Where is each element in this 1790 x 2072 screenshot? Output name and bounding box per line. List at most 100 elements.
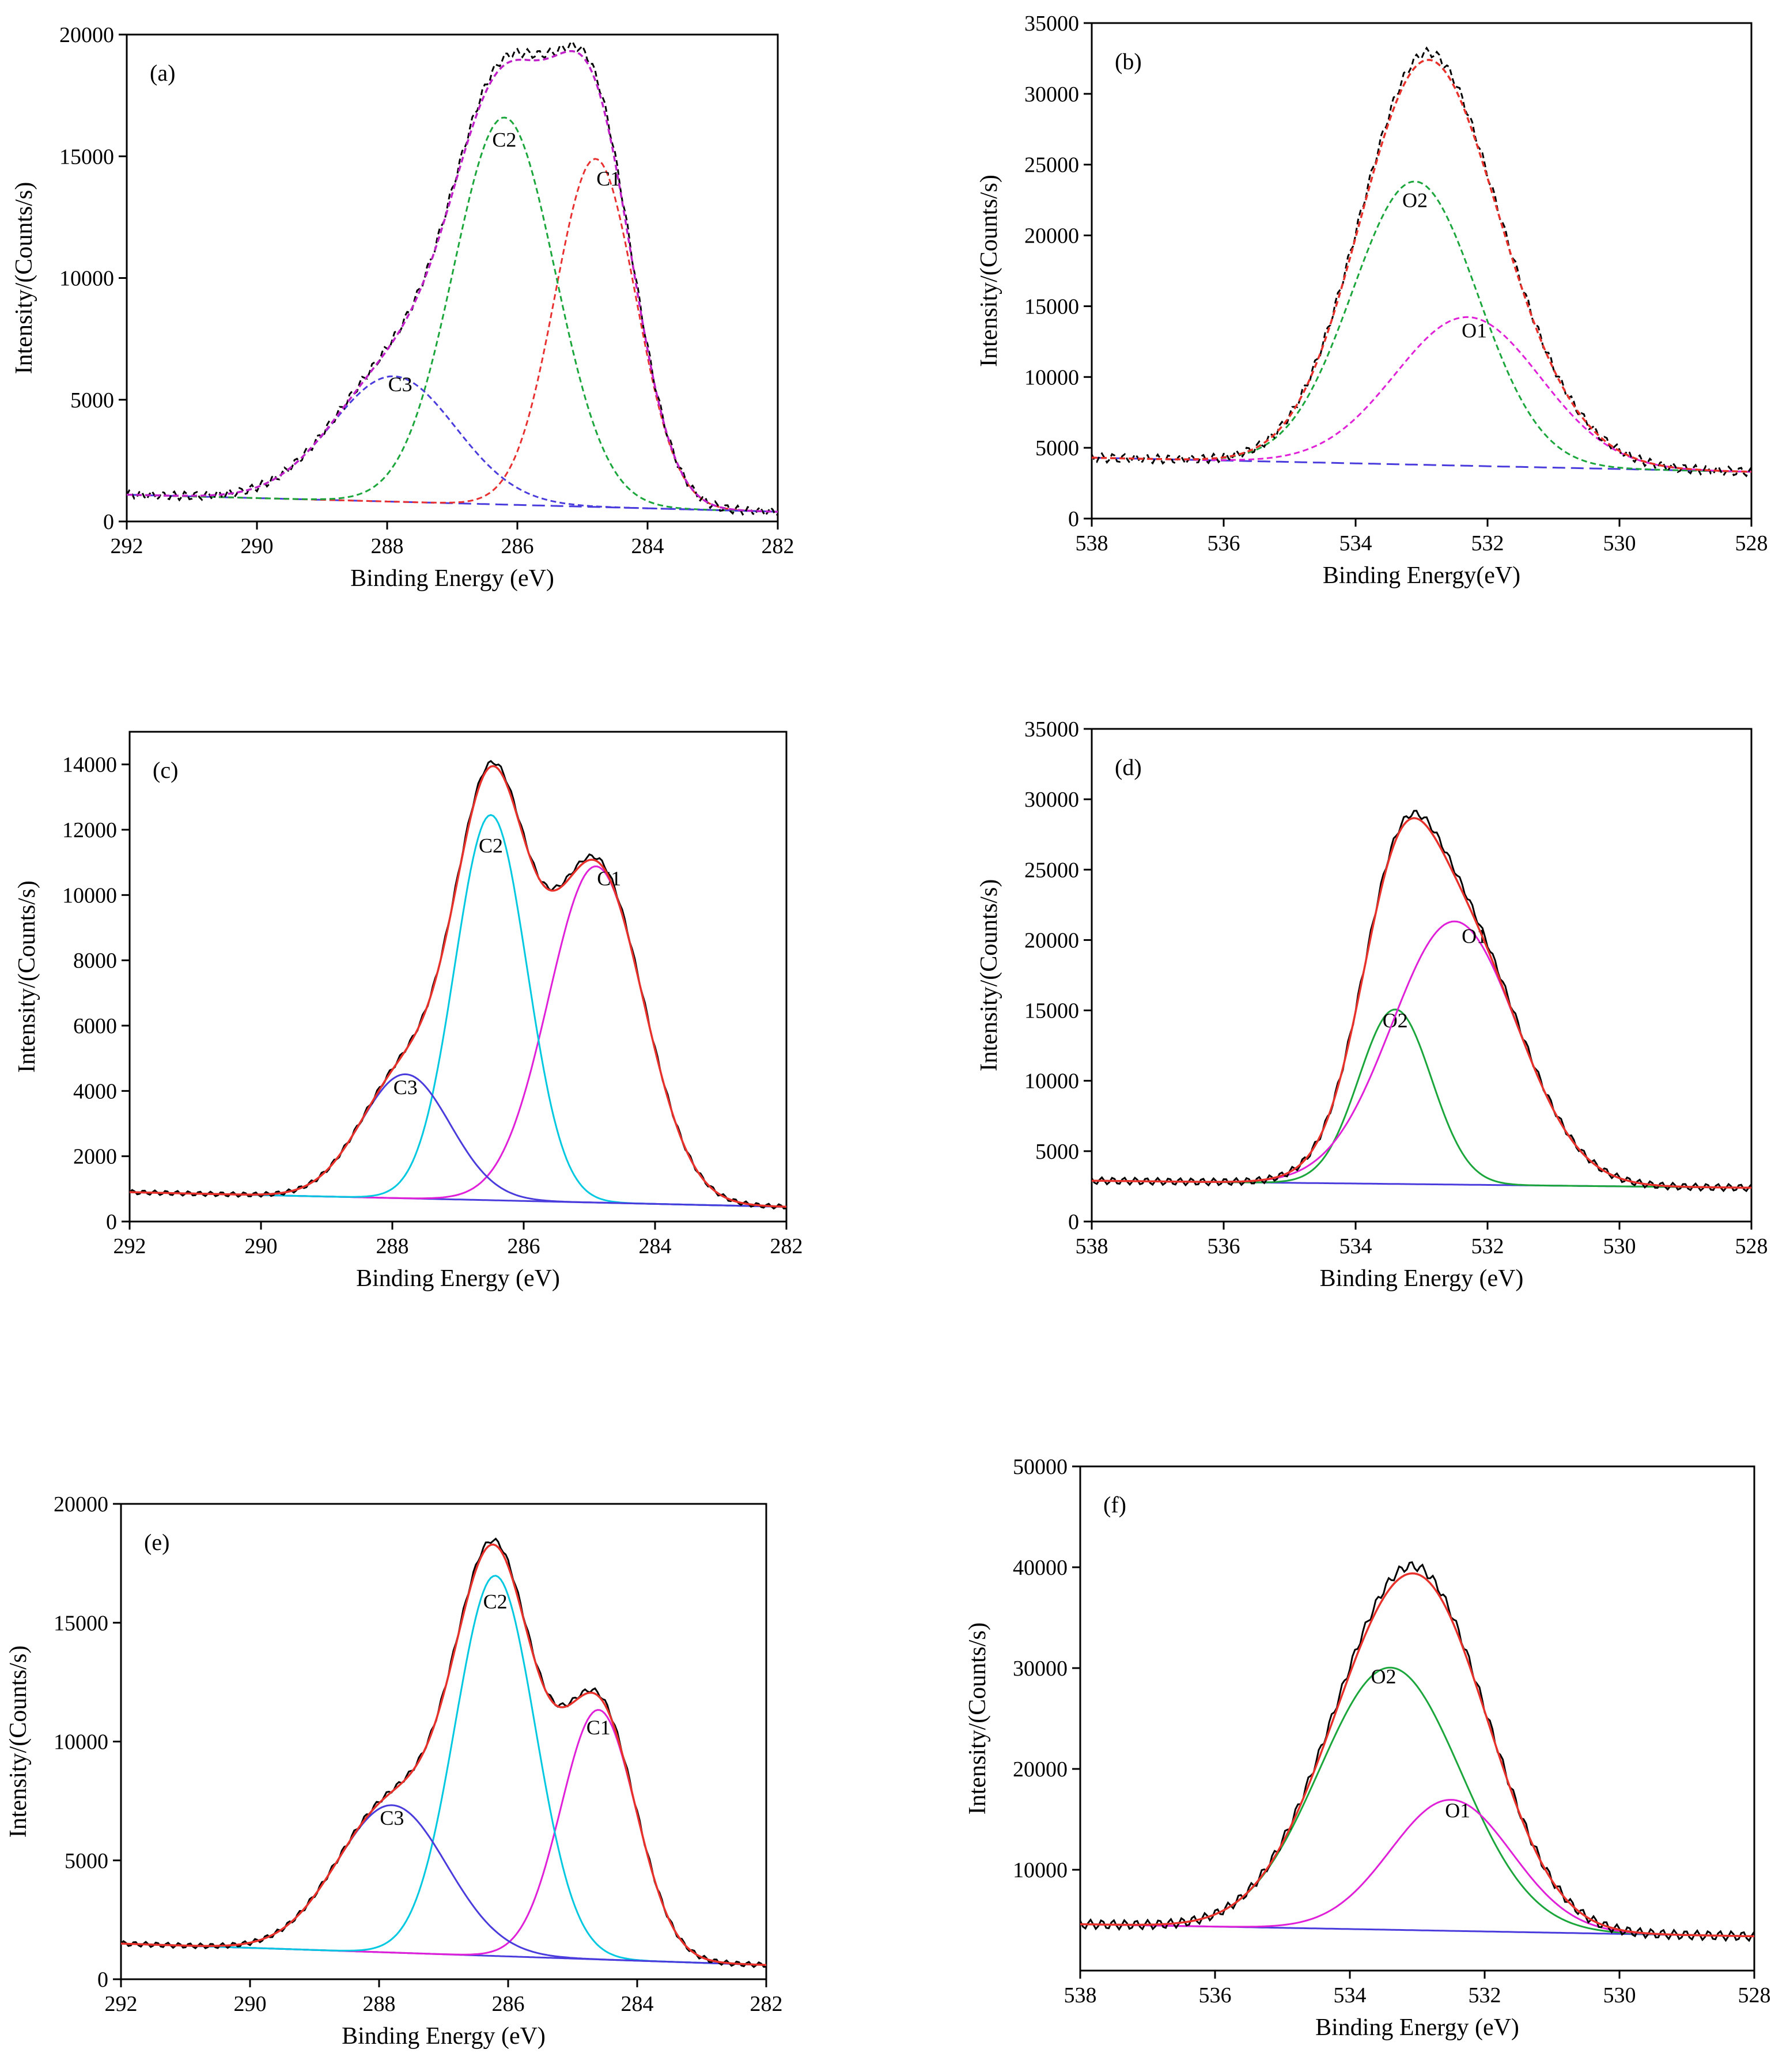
chart-panel-c: 292 290 288 286 284 282 0 2000 4000 6000 8000 10000… [14,731,803,1292]
x-tick-label: 284 [621,1992,654,2016]
fit-envelope-line [1092,817,1752,1189]
fit-envelope-line [120,1543,767,1966]
y-tick-label: 20000 [59,23,114,47]
x-tick-label: 530 [1603,1983,1636,2007]
y-tick-label: 25000 [1024,153,1079,177]
y-tick-label: 15000 [1024,294,1079,319]
x-tick-label: 288 [371,534,404,558]
plot-frame [120,1503,767,1980]
y-tick-label: 0 [1068,1210,1079,1234]
peak-label-o1: O1 [1462,319,1487,342]
x-axis-title: Binding Energy (eV) [1315,2014,1519,2041]
y-tick-label: 0 [106,1210,117,1234]
y-tick-label: 0 [97,1968,108,1992]
y-axis-title: Intensity/(Counts/s) [14,880,40,1073]
plot-frame [128,731,788,1223]
y-tick-label: 15000 [59,145,114,169]
chart-panel-e: 292 290 288 286 284 282 0 5000 10000 15000 20000 Bi… [5,1492,783,2050]
x-tick-label: 288 [376,1234,409,1258]
x-tick-label: 536 [1199,1983,1232,2007]
x-tick-label: 282 [762,534,794,558]
y-tick-label: 20000 [1013,1757,1068,1782]
raw-spectrum-line [1091,46,1753,478]
fit-envelope-line [1091,59,1752,473]
panel-label: (e) [144,1529,169,1555]
y-axis-title: Intensity/(Counts/s) [11,182,37,375]
y-tick-label: 20000 [1024,928,1079,952]
peak-o2-line [1091,180,1752,473]
y-tick-label: 2000 [73,1145,117,1169]
peak-o2-line [1080,1666,1755,1937]
x-tick-label: 290 [245,1234,278,1258]
peak-label-o2: O2 [1402,188,1428,211]
fit-envelope-line [126,50,778,513]
peak-o1-line [1091,316,1752,473]
y-tick-label: 20000 [1024,224,1079,248]
x-tick-label: 290 [234,1992,267,2016]
peak-o1-line [1080,1799,1755,1937]
plot-frame [126,33,779,523]
x-tick-label: 286 [501,534,534,558]
raw-spectrum-line [1079,1561,1755,1942]
y-axis-title: Intensity/(Counts/s) [964,1623,991,1815]
peak-label-c1: C1 [586,1716,611,1739]
x-tick-label: 528 [1735,1234,1768,1258]
peak-o1-line [1092,920,1752,1189]
y-axis-title: Intensity/(Counts/s) [976,175,1002,367]
peak-label-c3: C3 [393,1076,418,1099]
peak-label-c3: C3 [388,373,413,396]
x-tick-label: 286 [508,1234,540,1258]
x-axis-title: Binding Energy (eV) [350,565,554,592]
y-tick-label: 50000 [1013,1455,1068,1479]
peak-label-c2: C2 [479,834,503,857]
panel-label: (d) [1115,754,1142,780]
peak-c2-line [120,1575,767,1966]
peak-c2-line [126,116,778,513]
y-tick-label: 30000 [1024,788,1079,812]
y-tick-label: 25000 [1024,858,1079,882]
x-axis-title: Binding Energy(eV) [1323,562,1520,589]
y-tick-label: 5000 [70,388,114,413]
peak-c1-line [120,1709,767,1966]
x-tick-label: 528 [1738,1983,1771,2007]
x-tick-label: 290 [241,534,274,558]
panel-label: (b) [1115,48,1142,74]
x-tick-label: 532 [1471,1234,1504,1258]
peak-c3-line [120,1804,767,1966]
x-tick-label: 292 [105,1992,138,2016]
y-tick-label: 20000 [54,1492,108,1517]
chart-panel-a: 292 290 288 286 284 282 0 5000 10000 15000 20000 Bi… [11,23,794,592]
x-tick-label: 530 [1603,531,1636,555]
raw-spectrum-line [120,1537,767,1968]
x-tick-label: 538 [1076,1234,1108,1258]
x-tick-label: 286 [492,1992,525,2016]
peak-label-c2: C2 [492,128,516,151]
peak-c1-line [126,158,778,513]
x-tick-label: 536 [1208,1234,1240,1258]
chart-panel-f: 538 536 534 532 530 528 10000 20000 30000 40000 50… [964,1455,1771,2041]
y-tick-label: 12000 [62,818,117,842]
y-tick-label: 8000 [73,949,117,973]
x-tick-label: 538 [1064,1983,1097,2007]
peak-label-c2: C2 [483,1590,508,1613]
y-tick-label: 10000 [59,267,114,291]
fit-envelope-line [129,765,787,1208]
y-tick-label: 14000 [62,753,117,777]
y-tick-label: 5000 [65,1849,108,1873]
peak-label-o1: O1 [1445,1799,1470,1822]
panel-label: (a) [150,60,175,86]
y-tick-label: 15000 [1024,999,1079,1023]
y-tick-label: 15000 [54,1611,108,1635]
y-tick-label: 6000 [73,1014,117,1038]
panel-label: (c) [153,757,178,783]
x-tick-label: 538 [1076,531,1108,555]
x-tick-label: 282 [750,1992,783,2016]
chart-panel-b: 538 536 534 532 530 528 0 5000 10000 15000 20000 25… [976,12,1768,589]
x-axis-title: Binding Energy (eV) [1320,1265,1524,1292]
plot-frame [1091,728,1753,1223]
x-tick-label: 284 [631,534,664,558]
y-tick-label: 40000 [1013,1556,1068,1580]
y-tick-label: 5000 [1035,1140,1079,1164]
y-tick-label: 4000 [73,1079,117,1103]
x-tick-label: 292 [111,534,143,558]
